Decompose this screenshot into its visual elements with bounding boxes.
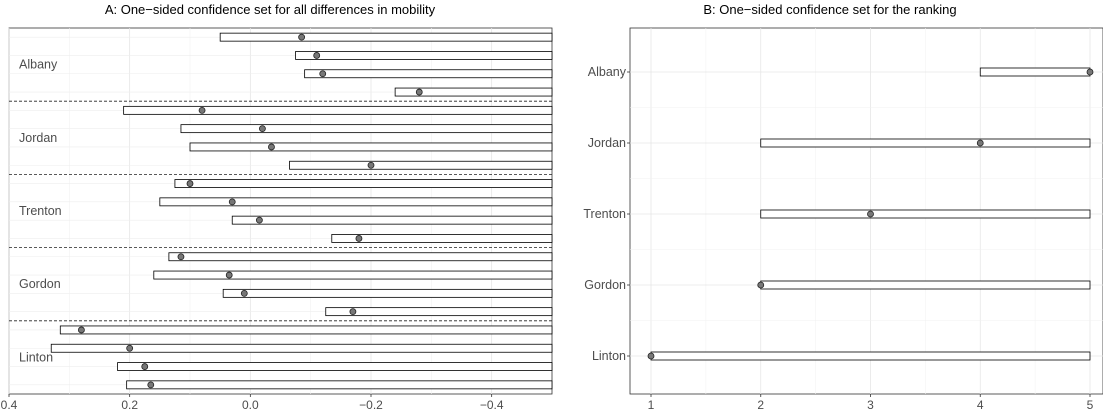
x-tick-label: 5 — [1087, 398, 1094, 412]
interval-bar — [153, 270, 553, 280]
estimate-point — [147, 381, 155, 389]
estimate-point — [415, 88, 423, 96]
rank-interval-bar — [760, 209, 1091, 219]
interval-bar — [231, 215, 553, 225]
panel-a-x-axis: 0.4 0.2 0.0 −0.2 −0.4 — [1, 394, 504, 412]
category-label: Linton — [19, 350, 53, 364]
category-label: Albany — [19, 58, 58, 72]
panel-a-plot-area — [8, 27, 553, 395]
category-label: Jordan — [588, 136, 626, 150]
interval-bar — [174, 179, 553, 188]
x-tick-label: −0.2 — [359, 398, 383, 412]
estimate-point — [141, 363, 149, 370]
estimate-point — [319, 70, 327, 78]
panel-a-title: A: One−sided confidence set for all diff… — [105, 2, 436, 17]
estimate-point — [355, 235, 363, 242]
panel-a-intervals — [50, 32, 553, 390]
estimate-point — [126, 344, 134, 352]
x-tick-label: 0.2 — [121, 398, 138, 412]
estimate-point — [367, 161, 375, 169]
rank-estimate-point — [647, 352, 655, 360]
estimate-point — [78, 326, 85, 334]
estimate-point — [268, 143, 275, 151]
rank-interval-bar — [760, 138, 1091, 148]
estimate-point — [313, 52, 321, 59]
estimate-point — [298, 33, 306, 41]
interval-bar — [159, 197, 553, 207]
panel-b: B: One−sided confidence set for the rank… — [583, 2, 1103, 412]
interval-bar — [168, 252, 553, 262]
panel-b-x-axis: 1 2 3 4 5 — [627, 71, 1094, 412]
category-label: Gordon — [584, 278, 626, 292]
interval-bar — [394, 87, 553, 97]
interval-bar — [59, 325, 553, 335]
estimate-point — [177, 253, 185, 261]
category-label: Trenton — [19, 204, 62, 218]
interval-bar — [289, 160, 553, 170]
rank-estimate-point — [757, 281, 765, 289]
interval-bar — [117, 362, 553, 371]
category-label: Trenton — [583, 207, 626, 221]
category-label: Albany — [588, 65, 627, 79]
estimate-point — [225, 271, 233, 279]
interval-bar — [219, 32, 553, 42]
x-tick-label: 1 — [648, 398, 655, 412]
x-tick-label: 0.4 — [1, 398, 18, 412]
rank-interval-bar — [650, 351, 1091, 361]
interval-bar — [325, 307, 553, 317]
x-tick-label: −0.4 — [480, 398, 504, 412]
estimate-point — [240, 289, 248, 297]
estimate-point — [255, 216, 263, 224]
interval-bar — [295, 51, 553, 60]
category-label: Jordan — [19, 131, 57, 145]
estimate-point — [186, 180, 194, 187]
interval-bar — [180, 124, 553, 134]
estimate-point — [228, 198, 236, 206]
x-tick-label: 0.0 — [242, 398, 259, 412]
interval-bar — [304, 69, 553, 79]
interval-bar — [50, 343, 553, 353]
panel-a: A: One−sided confidence set for all diff… — [1, 2, 553, 412]
panel-b-category-labels: Albany Jordan Trenton Gordon Linton — [583, 65, 626, 363]
interval-bar — [126, 380, 553, 390]
estimate-point — [198, 106, 206, 114]
panel-b-intervals — [647, 67, 1094, 361]
panel-b-title: B: One−sided confidence set for the rank… — [703, 2, 956, 17]
rank-interval-bar — [979, 67, 1091, 77]
category-label: Gordon — [19, 277, 61, 291]
category-label: Linton — [592, 349, 626, 363]
rank-estimate-point — [1086, 68, 1094, 76]
rank-estimate-point — [867, 210, 874, 218]
x-tick-label: 4 — [977, 398, 984, 412]
interval-bar — [123, 105, 553, 115]
panel-a-category-labels: Albany Jordan Trenton Gordon Linton — [19, 58, 62, 365]
interval-bar — [222, 288, 553, 298]
estimate-point — [258, 125, 266, 133]
x-tick-label: 3 — [867, 398, 874, 412]
estimate-point — [349, 308, 357, 316]
rank-interval-bar — [760, 280, 1091, 290]
x-tick-label: 2 — [757, 398, 764, 412]
rank-estimate-point — [976, 139, 984, 147]
interval-bar — [189, 142, 553, 152]
panel-a-group-separators — [9, 100, 552, 322]
interval-bar — [331, 234, 553, 243]
